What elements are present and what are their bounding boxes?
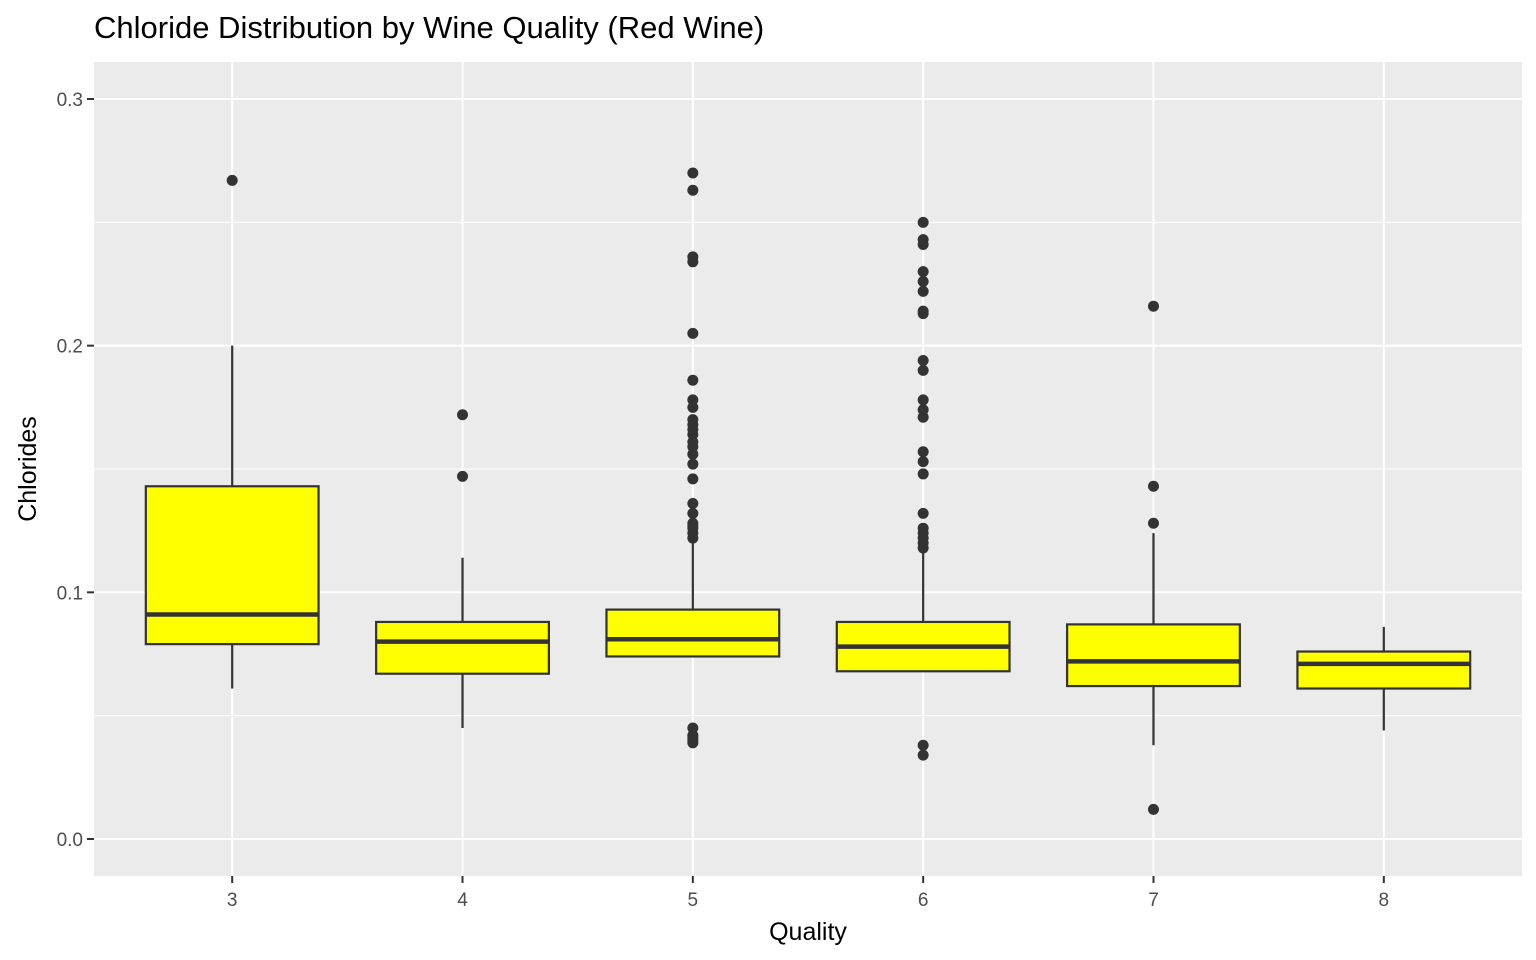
outlier-point — [917, 266, 929, 278]
outlier-point — [687, 251, 699, 263]
box-iqr — [1066, 623, 1241, 688]
outlier-point — [1147, 480, 1159, 492]
outlier-point — [687, 414, 699, 426]
y-tick-label: 0.1 — [57, 583, 83, 604]
outlier-point — [687, 374, 699, 386]
outlier-point — [917, 394, 929, 406]
box-group-quality-7 — [1066, 300, 1241, 815]
box-iqr — [144, 485, 320, 646]
outlier-point — [917, 404, 929, 416]
outlier-point — [687, 507, 699, 519]
y-axis: 0.0 0.1 0.2 0.3 — [57, 90, 94, 851]
x-tick-label: 7 — [1148, 890, 1159, 911]
outlier-point — [917, 305, 929, 317]
outlier-point — [687, 458, 699, 470]
outlier-point — [687, 167, 699, 179]
y-tick-label: 0.2 — [57, 337, 83, 358]
y-tick-label: 0.0 — [57, 830, 83, 851]
outlier-point — [917, 234, 929, 246]
box-group-quality-6 — [835, 216, 1011, 761]
outlier-point — [917, 507, 929, 519]
outlier-point — [917, 739, 929, 751]
outlier-point — [687, 498, 699, 510]
outlier-point — [917, 468, 929, 480]
outlier-point — [687, 473, 699, 485]
outlier-point — [1147, 300, 1159, 312]
x-tick-label: 3 — [227, 890, 238, 911]
outlier-point — [687, 184, 699, 196]
outlier-point — [687, 394, 699, 406]
box-series — [144, 167, 1472, 815]
box-group-quality-3 — [144, 174, 320, 689]
outlier-point — [917, 354, 929, 366]
chart-title: Chloride Distribution by Wine Quality (R… — [94, 10, 765, 45]
box-group-quality-4 — [375, 409, 550, 728]
box-iqr — [375, 620, 550, 675]
box-group-quality-8 — [1296, 626, 1472, 731]
outlier-point — [1147, 517, 1159, 529]
x-tick-label: 8 — [1379, 890, 1390, 911]
outlier-point — [917, 364, 929, 376]
y-tick-label: 0.3 — [57, 90, 83, 111]
outlier-point — [687, 722, 699, 734]
box-iqr — [605, 608, 781, 658]
outlier-point — [687, 517, 699, 529]
x-tick-label: 5 — [688, 890, 699, 911]
box-group-quality-5 — [605, 167, 781, 749]
outlier-point — [917, 456, 929, 468]
y-axis-title: Chlorides — [14, 416, 42, 522]
outlier-point — [226, 174, 238, 186]
outlier-point — [457, 409, 469, 421]
outlier-point — [1147, 803, 1159, 815]
outlier-point — [917, 446, 929, 458]
box-iqr — [1296, 650, 1472, 690]
outlier-point — [687, 327, 699, 339]
x-tick-label: 6 — [918, 890, 929, 911]
outlier-point — [917, 749, 929, 761]
outlier-point — [917, 285, 929, 297]
outlier-point — [917, 276, 929, 288]
x-axis-title: Quality — [769, 918, 847, 946]
x-tick-label: 4 — [457, 890, 468, 911]
grid-minor — [94, 221, 1522, 717]
x-axis: 3 4 5 6 7 8 — [227, 876, 1389, 911]
outlier-point — [917, 216, 929, 228]
outlier-point — [457, 470, 469, 482]
outlier-point — [917, 522, 929, 534]
